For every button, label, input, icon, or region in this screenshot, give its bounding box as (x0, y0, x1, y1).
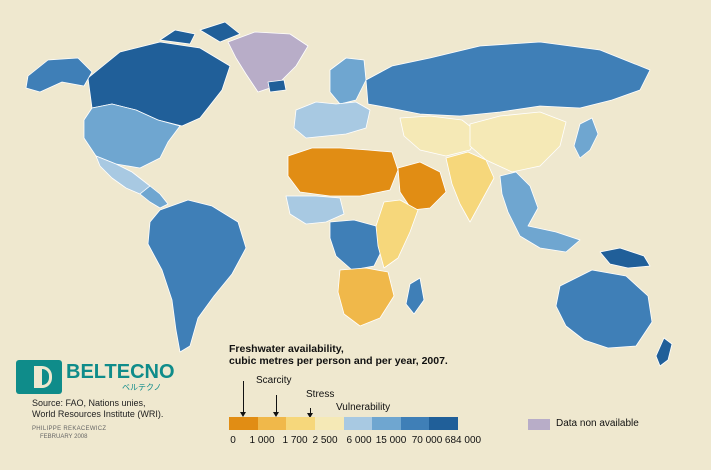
region-australia (555, 269, 653, 349)
logo-name: BELTECNO (66, 361, 175, 383)
region-alaska (25, 57, 93, 93)
region-north-africa (287, 147, 399, 197)
legend-tick-label: 6 000 (346, 435, 372, 446)
legend-title-line-1: Freshwater availability, (229, 343, 344, 355)
legend-tick-label: 684 000 (444, 435, 482, 446)
author-credit: PHILIPPE REKACEWICZ (32, 426, 107, 432)
vulnerability-arrow (307, 408, 313, 418)
region-new-guinea (599, 247, 651, 269)
source-note: Source: FAO, Nations unies, World Resour… (32, 398, 202, 420)
region-russia (365, 41, 651, 117)
region-southeast-asia (499, 171, 581, 253)
source-line-1: Source: FAO, Nations unies, (32, 398, 146, 408)
scarcity-label: Scarcity (256, 375, 292, 386)
scarcity-arrow (240, 381, 246, 417)
legend-swatch-1 (229, 417, 258, 430)
stress-arrow (273, 395, 279, 417)
logo-mark (16, 360, 62, 394)
beltecno-logo: BELTECNO ベルテクノ (16, 360, 175, 396)
legend-tick-label: 70 000 (411, 435, 443, 446)
region-greenland (227, 31, 309, 93)
stress-label: Stress (306, 389, 335, 400)
region-southern-africa (337, 267, 395, 327)
region-arabian-peninsula (397, 161, 447, 211)
no-data-label: Data non available (556, 418, 639, 429)
no-data-swatch (528, 419, 550, 430)
region-central-africa (329, 219, 385, 271)
legend-swatch-3 (286, 417, 315, 430)
vulnerability-label: Vulnerability (336, 402, 391, 413)
region-central-america (139, 185, 169, 209)
region-western-europe (293, 101, 371, 139)
legend-title: Freshwater availability, cubic metres pe… (229, 343, 448, 367)
legend-swatch-8 (429, 417, 458, 430)
legend-swatch-5 (343, 417, 373, 430)
legend-tick-label: 1 700 (282, 435, 308, 446)
legend-swatch-7 (400, 417, 430, 430)
region-central-asia (399, 115, 481, 157)
region-east-africa (375, 199, 419, 269)
region-west-africa (285, 195, 345, 225)
legend-swatch-4 (314, 417, 344, 430)
legend-tick-label: 0 (230, 435, 236, 446)
region-iceland (267, 79, 287, 93)
legend-swatch-2 (257, 417, 287, 430)
region-madagascar (405, 277, 425, 315)
region-china (469, 111, 567, 173)
logo-subtitle: ベルテクノ (122, 383, 162, 392)
region-new-zealand (655, 337, 673, 367)
region-india (445, 151, 495, 223)
region-northern-europe (329, 57, 367, 105)
legend-color-scale (229, 417, 458, 430)
legend-tick-label: 15 000 (375, 435, 407, 446)
credit-date: FEBRUARY 2008 (40, 434, 88, 440)
legend-tick-label: 1 000 (249, 435, 275, 446)
legend-title-line-2: cubic metres per person and per year, 20… (229, 355, 448, 367)
region-south-america (147, 199, 247, 353)
source-line-2: World Resources Institute (WRI). (32, 409, 164, 419)
legend-tick-label: 2 500 (312, 435, 338, 446)
legend-swatch-6 (372, 417, 401, 430)
region-united-states (83, 103, 181, 169)
region-japan (573, 117, 599, 159)
